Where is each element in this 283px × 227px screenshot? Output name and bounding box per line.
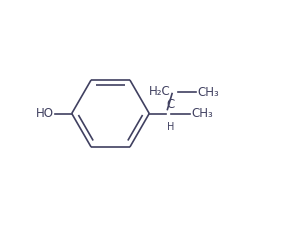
Text: HO: HO <box>36 107 54 120</box>
Text: CH₃: CH₃ <box>198 86 219 99</box>
Text: CH₃: CH₃ <box>191 107 213 120</box>
Text: H₂C: H₂C <box>149 85 170 98</box>
Text: H: H <box>166 122 174 132</box>
Text: C: C <box>166 98 175 111</box>
